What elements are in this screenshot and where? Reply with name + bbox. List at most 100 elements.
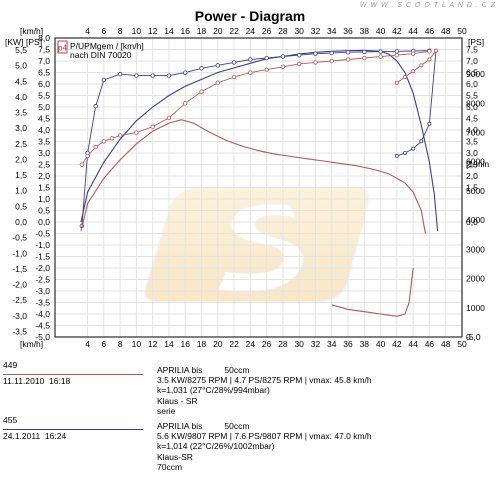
series-2-rpm-point-17 (313, 60, 318, 65)
record-1-result: 3.5 KW/8275 RPM | 4.7 PS/8275 RPM | vmax… (157, 375, 372, 386)
series-2-rpm-tail-point-0 (394, 80, 399, 85)
ps-tick-label--3,0: -3,0 (35, 286, 50, 296)
series-2-rpm-point-11 (215, 80, 220, 86)
right-ps-bottom-label: -5,0 (466, 332, 481, 342)
plot-frame (54, 37, 463, 338)
series-2-rpm-point-8 (166, 115, 172, 121)
right-ps-tick-label-1,5: 1,5 (466, 183, 478, 193)
ps-tick-label-3,5: 3,5 (38, 137, 50, 147)
series-1-rpm-point-21 (394, 49, 400, 54)
series-2-rpm-point-14 (264, 67, 269, 72)
right-ps-tick-label-7,5: 7,5 (466, 45, 478, 55)
ps-tick-label-7,5: 7,5 (38, 45, 50, 55)
ps-tick-label-5,5: 5,5 (38, 91, 50, 101)
series-1-rpm-point-19 (362, 49, 367, 55)
record-1-vehicle-row: APRILIA bis 50ccm (157, 365, 372, 375)
chart-title: Power - Diagram (194, 8, 306, 24)
record-2-details: APRILIA bis 50ccm 5.6 KW/9807 RPM | 7.6 P… (157, 421, 372, 472)
ps-tick-label-7,0: 7,0 (38, 56, 50, 66)
right-ps-tick-label-3,5: 3,5 (466, 137, 478, 147)
series-1-rpm-point-14 (280, 54, 286, 59)
x-tick-label-12: 12 (148, 339, 158, 349)
ps-tick-label-6,5: 6,5 (38, 68, 50, 78)
ps-tick-label--5,0: -5,0 (35, 332, 50, 342)
record-2-result: 5.6 KW/9807 RPM | 7.6 PS/9807 RPM | vmax… (157, 431, 372, 442)
record-2-vehicle-row: APRILIA bis 50ccm (157, 421, 372, 431)
rpm-tick-label-3000: 3000 (466, 244, 485, 254)
ps-tick-label-4,5: 4,5 (38, 114, 50, 124)
kw-tick-label--3,0: -3,0 (12, 311, 27, 321)
kw-tick-label--2,0: -2,0 (12, 280, 27, 290)
x-axis-unit-top: [km/h] (20, 26, 43, 36)
x-top-tick-label-40: 40 (376, 26, 386, 36)
series-1-rpm-tail-point-0 (394, 153, 399, 158)
x-top-tick-label-28: 28 (278, 26, 288, 36)
series-2-rpm-tail-point-3 (419, 63, 424, 68)
rpm-tick-label-7000: 7000 (466, 128, 485, 138)
x-top-tick-label-10: 10 (132, 26, 142, 36)
x-tick-label-38: 38 (360, 339, 370, 349)
x-tick-label-32: 32 (311, 339, 321, 349)
ps-tick-label--4,0: -4,0 (35, 309, 50, 319)
series-2-rpm-tail-point-1 (403, 75, 408, 80)
record-2-note: 70ccm (157, 461, 183, 472)
kw-tick-label-2,0: 2,0 (15, 154, 27, 164)
series-2-rpm-point-0 (79, 162, 85, 167)
record-1-note: serie (157, 405, 176, 416)
kw-tick-label-3,0: 3,0 (15, 123, 27, 133)
x-tick-label-48: 48 (441, 339, 451, 349)
x-tick-label-50: 50 (457, 339, 467, 349)
grid (55, 37, 463, 338)
series-2-rpm-tail-point-5 (433, 48, 438, 53)
x-top-tick-label-4: 4 (85, 26, 90, 36)
series-2-rpm-point-23 (410, 51, 416, 56)
rpm-tick-label-6000: 6000 (466, 157, 485, 167)
ps-tick-label-6,0: 6,0 (38, 79, 50, 89)
x-top-tick-label-48: 48 (441, 26, 451, 36)
rpm-tick-label-5000: 5000 (466, 186, 485, 196)
x-top-tick-label-42: 42 (392, 26, 402, 36)
kw-tick-label-0,5: 0,5 (15, 201, 27, 211)
ps-tick-label--2,5: -2,5 (35, 275, 50, 285)
series-2-rpm-point-9 (183, 101, 188, 106)
x-top-tick-label-34: 34 (327, 26, 337, 36)
x-tick-label-16: 16 (181, 339, 191, 349)
series-2-rpm-point-16 (297, 61, 302, 67)
series-2-rpm-point-5 (117, 133, 123, 138)
right-ps-tick-label-2,0: 2,0 (466, 171, 478, 181)
legend-line-2: nach DIN 70020 (70, 50, 132, 60)
series-1-rpm-point-17 (329, 50, 334, 56)
ps-axis-unit: [PS] (26, 37, 42, 47)
series-1-rpm-point-6 (150, 73, 155, 78)
ps-tick-label-3,0: 3,0 (38, 148, 50, 158)
record-2-time: 16:24 (44, 431, 67, 441)
record-1-datetime: 11.11.2010 16:18 (3, 376, 70, 386)
kw-tick-label-0,0: 0,0 (15, 217, 27, 227)
legend-box (57, 40, 68, 54)
series-1-rpm-point-3 (101, 77, 107, 83)
series-1-rpm-tail-point-2 (411, 146, 416, 151)
series-1-rpm-point-12 (248, 57, 253, 62)
record-2-id: 455 (3, 415, 18, 425)
rpm-tick-label-2000: 2000 (466, 274, 485, 284)
series-1-rpm-point-18 (345, 50, 351, 55)
x-top-tick-label-16: 16 (181, 26, 191, 36)
x-tick-label-42: 42 (392, 339, 402, 349)
series-1-rpm-point-20 (378, 49, 383, 54)
site-watermark: W W W . S C O O T L A N D . C Z (359, 2, 496, 9)
rpm-tick-label-8000: 8000 (466, 98, 485, 108)
record-1-id: 449 (3, 360, 18, 370)
ps-tick-label--2,0: -2,0 (35, 263, 50, 273)
x-top-tick-label-6: 6 (101, 26, 106, 36)
series-2-rpm-point-21 (378, 54, 383, 59)
rpm-tick-label-1000: 1000 (466, 303, 485, 313)
kw-tick-label--0,5: -0,5 (12, 233, 27, 243)
record-2-datetime: 24.1.2011 16:24 (3, 431, 66, 441)
series-1-rpm-tail-point-1 (403, 150, 408, 155)
series-1-rpm-point-4 (117, 71, 123, 77)
series-1-rpm-point-10 (215, 63, 220, 68)
record-2-vehicle: APRILIA bis (157, 421, 203, 431)
record-1-ccm: 50ccm (224, 365, 250, 375)
record-1-time: 16:18 (49, 376, 71, 386)
kw-axis-unit: [KW] (5, 37, 23, 47)
